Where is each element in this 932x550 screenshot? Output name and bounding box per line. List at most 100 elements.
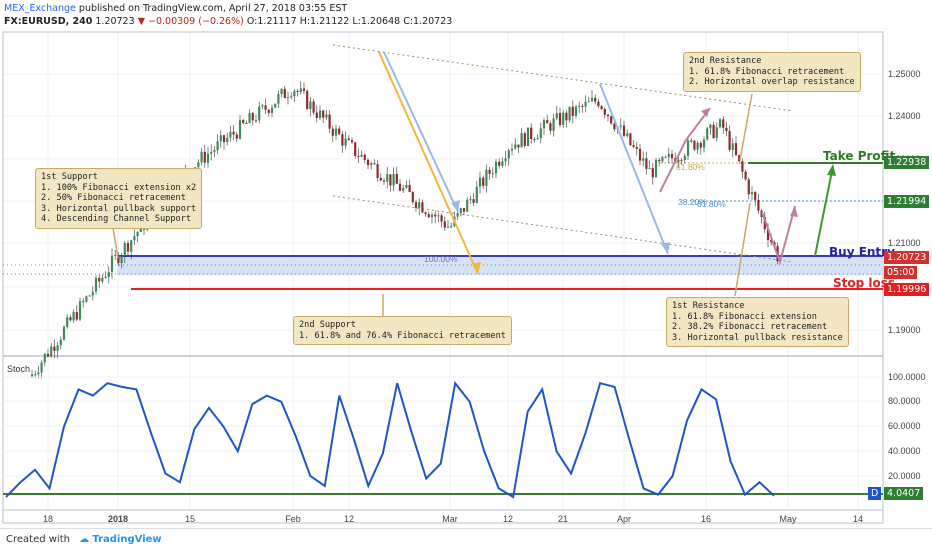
candle-body: [562, 112, 565, 125]
candle-body: [72, 312, 75, 321]
price-chart[interactable]: 100.00% 61.80% 38.20% 61.80% Stoch 1.250…: [0, 0, 932, 528]
candle-body: [654, 159, 658, 178]
candle-body: [478, 177, 482, 187]
price-tick-label: 1.19000: [888, 325, 921, 335]
candle-body: [501, 161, 504, 166]
candle-body: [744, 171, 747, 180]
candle-body: [747, 179, 750, 195]
time-axis[interactable]: 18 2018 15 Feb 12 Mar 12 21 Apr 16 May 14: [43, 514, 863, 524]
candle-body: [59, 339, 62, 346]
ohlc-open: O:1.21117: [246, 16, 297, 27]
candle-body: [741, 161, 744, 172]
candle-body: [728, 131, 731, 150]
candle-body: [334, 128, 338, 136]
candle-body: [466, 199, 469, 212]
candle-body: [94, 277, 98, 292]
candle-body: [418, 202, 421, 208]
stoch-label: Stoch: [7, 364, 30, 374]
candle-body: [469, 199, 472, 201]
arrowhead-orange: [472, 262, 481, 274]
candle-body: [626, 133, 629, 136]
candle-body: [638, 148, 642, 161]
pointer-resistance1: [734, 202, 751, 297]
candle-body: [715, 127, 718, 139]
candle-body: [331, 128, 334, 136]
candle-body: [46, 353, 50, 357]
candle-body: [706, 128, 709, 140]
candle-body: [53, 346, 56, 351]
arrowhead-green: [827, 164, 836, 176]
stoch-axis[interactable]: 100.0000 80.0000 60.0000 40.0000 20.0000: [888, 372, 926, 481]
resistance2-callout: 2nd Resistance 1. 61.8% Fibonacci retrac…: [683, 52, 861, 92]
arrowhead-blue-2: [661, 242, 670, 254]
candle-body: [315, 112, 318, 119]
candle-body: [427, 214, 430, 218]
time-tick-label: 14: [853, 514, 863, 524]
timer-tag: 05:00: [884, 266, 918, 279]
candle-body: [750, 192, 754, 195]
publisher-link[interactable]: MEX_Exchange: [4, 3, 76, 14]
candle-body: [594, 97, 597, 102]
price-tick-label: 1.21000: [888, 238, 921, 248]
candle-body: [450, 225, 453, 227]
candle-body: [197, 162, 200, 168]
candle-body: [754, 192, 757, 200]
candle-body: [610, 116, 613, 124]
candle-body: [395, 173, 398, 184]
candle-body: [539, 128, 542, 139]
stoch-tick-label: 20.0000: [888, 471, 921, 481]
candle-body: [91, 291, 94, 296]
candle-body: [533, 139, 536, 141]
chart-header: MEX_Exchange published on TradingView.co…: [0, 0, 932, 32]
candle-body: [242, 120, 245, 123]
candle-body: [245, 122, 248, 124]
candle-body: [514, 144, 517, 149]
candle-body: [571, 106, 574, 116]
candle-body: [238, 120, 242, 139]
stoch-grid: [3, 376, 883, 477]
candle-body: [232, 131, 235, 135]
candle-body: [443, 221, 446, 228]
candle-body: [107, 271, 110, 277]
tradingview-brand[interactable]: TradingView: [92, 534, 162, 545]
fib-arrow-blue-2: [599, 83, 669, 255]
candle-body: [677, 159, 680, 163]
candle-body: [120, 255, 123, 263]
candle-body: [683, 155, 686, 161]
fib-382-label: 38.20%: [678, 197, 707, 207]
candle-body: [664, 156, 667, 158]
candle-body: [56, 345, 59, 351]
candle-body: [757, 199, 760, 211]
time-tick-label: 15: [185, 514, 195, 524]
candle-body: [645, 158, 648, 169]
pink-arrow-bounce: [761, 205, 796, 266]
candle-body: [568, 106, 571, 121]
stop-loss-tag: 1.19996: [884, 283, 930, 296]
candle-body: [434, 214, 437, 217]
candle-body: [578, 105, 581, 107]
candle-body: [651, 168, 654, 178]
candle-body: [398, 183, 402, 191]
candle-body: [424, 212, 427, 215]
candle-body: [542, 120, 546, 129]
candle-body: [85, 296, 88, 302]
candle-body: [763, 216, 766, 230]
symbol-name: FX:EURUSD, 240: [4, 16, 93, 27]
candle-body: [587, 101, 590, 103]
stoch-tick-label: 60.0000: [888, 421, 921, 431]
fib-arrow-orange: [378, 51, 479, 275]
support2-callout: 2nd Support 1. 61.8% and 76.4% Fibonacci…: [293, 316, 512, 345]
arrowhead-pink-up: [701, 108, 710, 117]
fib-618-label: 61.80%: [676, 162, 705, 172]
candle-body: [299, 88, 302, 92]
candle-body: [98, 277, 101, 282]
candle-body: [200, 151, 203, 163]
candle-body: [635, 146, 638, 149]
candle-body: [206, 153, 210, 163]
candle-body: [366, 159, 370, 166]
time-tick-label: 12: [344, 514, 354, 524]
candle-body: [235, 134, 238, 139]
candle-body: [88, 295, 91, 297]
candle-body: [597, 101, 600, 107]
candle-body: [440, 215, 443, 222]
